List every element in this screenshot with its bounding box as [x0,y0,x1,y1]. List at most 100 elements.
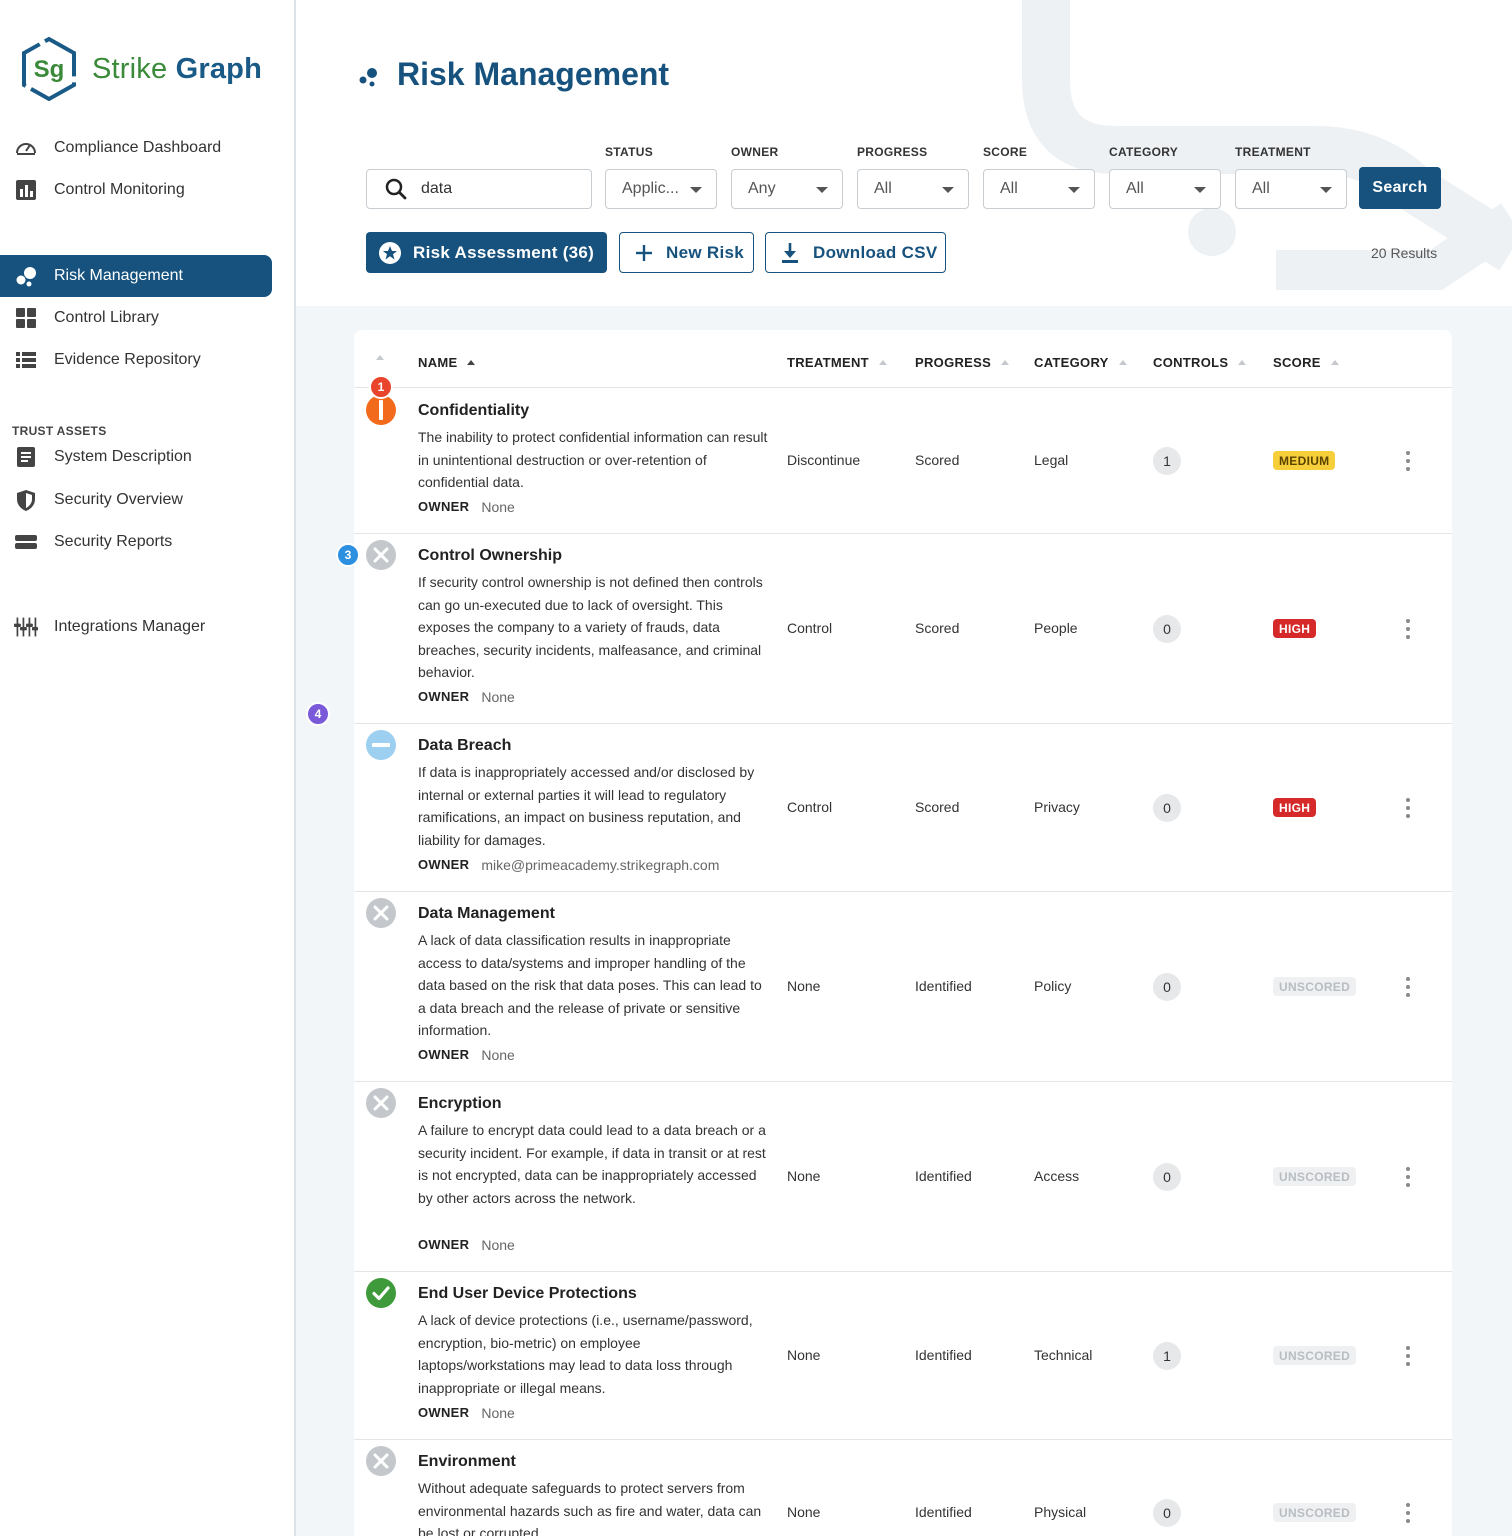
star-badge-icon [379,241,401,264]
category-select[interactable]: All [1109,169,1221,209]
score-badge: UNSCORED [1273,1503,1357,1522]
treatment-cell: None [787,978,821,994]
score-badge: UNSCORED [1273,1167,1357,1186]
shield-icon [14,488,38,512]
risk-name[interactable]: Data Management [418,905,555,922]
risk-description: Without adequate safeguards to protect s… [418,1480,762,1536]
owner-value: mike@primeacademy.strikegraph.com [481,857,720,873]
chevron-down-icon [942,187,954,193]
sidebar-item-label: Security Overview [54,491,183,508]
owner-value: None [481,1405,515,1421]
sidebar-item-control-library[interactable]: Control Library [0,297,272,339]
treatment-select[interactable]: All [1235,169,1347,209]
sidebar-item-security-reports[interactable]: Security Reports [0,521,272,563]
risk-owner: OWNER None [418,1047,515,1063]
not-applicable-status-icon [366,540,396,570]
category-cell: Physical [1034,1504,1087,1520]
sidebar-item-system-description[interactable]: System Description [0,436,272,478]
more-options-icon[interactable] [1405,977,1411,997]
more-options-icon[interactable] [1405,1346,1411,1366]
step-marker-4[interactable]: 4 [306,702,330,726]
search-button[interactable]: Search [1359,167,1441,209]
sort-icon [1330,360,1339,365]
search-input[interactable] [421,180,571,198]
column-header-category[interactable]: CATEGORY [1034,355,1127,370]
owner-select[interactable]: Any [731,169,843,209]
sidebar-item-control-monitoring[interactable]: Control Monitoring [0,169,272,211]
sidebar-item-evidence-repository[interactable]: Evidence Repository [0,339,272,381]
treatment-cell: None [787,1347,821,1363]
not-applicable-status-icon [366,898,396,928]
column-header-score[interactable]: SCORE [1273,355,1339,370]
logo-text: Strike Graph [92,53,262,86]
more-options-icon[interactable] [1405,1167,1411,1187]
sidebar-item-integrations-manager[interactable]: Integrations Manager [0,606,272,648]
column-header-label: CONTROLS [1153,355,1229,370]
column-header-label: SCORE [1273,355,1321,370]
column-header-treatment[interactable]: TREATMENT [787,355,887,370]
owner-label: OWNER [418,689,470,704]
score-badge: UNSCORED [1273,977,1357,996]
more-options-icon[interactable] [1405,1503,1411,1523]
controls-count: 0 [1153,615,1181,643]
owner-value: None [481,1237,515,1253]
sidebar-item-label: Integrations Manager [54,618,206,635]
sidebar-item-label: Control Monitoring [54,181,185,198]
owner-label: OWNER [418,1047,470,1062]
risk-name[interactable]: Environment [418,1453,516,1470]
more-options-icon[interactable] [1405,798,1411,818]
risk-name[interactable]: End User Device Protections [418,1285,637,1302]
step-marker-3[interactable]: 3 [336,543,360,567]
risk-name[interactable]: Control Ownership [418,547,562,564]
table-row[interactable]: Data Management A lack of data classific… [354,893,1452,1082]
status-select[interactable]: Applic... [605,169,717,209]
new-risk-button[interactable]: New Risk [619,232,754,273]
controls-count: 0 [1153,1499,1181,1527]
table-row[interactable]: Data Breach If data is inappropriately a… [354,725,1452,892]
sidebar-item-security-overview[interactable]: Security Overview [0,479,272,521]
progress-select[interactable]: All [857,169,969,209]
more-options-icon[interactable] [1405,451,1411,471]
column-header-controls[interactable]: CONTROLS [1153,355,1247,370]
new-risk-label: New Risk [666,242,744,262]
owner-value: None [481,689,515,705]
sort-icon [1238,360,1247,365]
not-applicable-status-icon [366,1446,396,1476]
table-row[interactable]: Control Ownership If security control ow… [354,535,1452,724]
sidebar-item-compliance-dashboard[interactable]: Compliance Dashboard [0,127,272,169]
table-row[interactable]: Encryption A failure to encrypt data cou… [354,1083,1452,1272]
progress-cell: Scored [915,452,960,468]
risk-title-icon [359,68,377,87]
controls-count: 0 [1153,1163,1181,1191]
download-csv-button[interactable]: Download CSV [765,232,946,273]
risk-name[interactable]: Confidentiality [418,402,530,419]
table-row[interactable]: End User Device Protections A lack of de… [354,1273,1452,1440]
sliders-icon [14,615,38,639]
column-header-label: PROGRESS [915,355,992,370]
report-icon [14,530,38,554]
sidebar: Sg Strike Graph Compliance Dashboard Con… [0,0,296,1536]
column-header-name[interactable]: NAME [418,355,476,370]
sidebar-item-label: System Description [54,448,192,465]
logo[interactable]: Sg Strike Graph [20,36,262,102]
risk-name[interactable]: Encryption [418,1095,502,1112]
more-options-icon[interactable] [1405,619,1411,639]
treatment-select-value: All [1252,180,1270,197]
step-marker-1[interactable]: 1 [369,375,393,399]
table-row[interactable]: Confidentiality The inability to protect… [354,389,1452,534]
progress-cell: Identified [915,1347,972,1363]
category-cell: People [1034,620,1078,636]
column-header-progress[interactable]: PROGRESS [915,355,1010,370]
risk-assessment-label: Risk Assessment (36) [413,242,595,262]
sidebar-item-risk-management[interactable]: Risk Management [0,255,272,297]
select-sort-toggle[interactable] [376,355,384,360]
bar-chart-icon [14,178,38,202]
table-row[interactable]: Environment Without adequate safeguards … [354,1441,1452,1536]
risk-assessment-button[interactable]: Risk Assessment (36) [366,232,607,273]
owner-label: OWNER [418,1405,470,1420]
controls-count: 0 [1153,794,1181,822]
score-select[interactable]: All [983,169,1095,209]
risk-name[interactable]: Data Breach [418,737,512,754]
search-field[interactable] [366,169,592,209]
score-badge: HIGH [1273,619,1317,638]
